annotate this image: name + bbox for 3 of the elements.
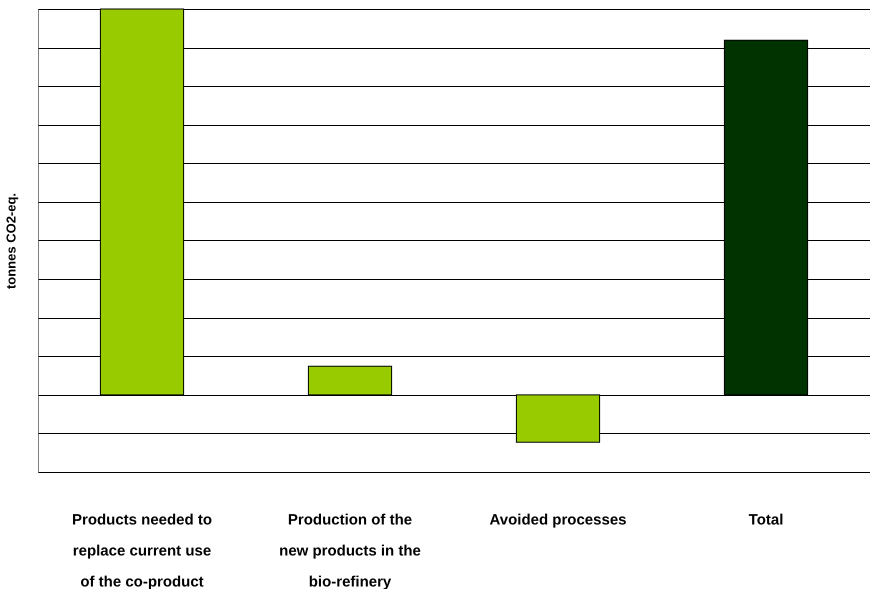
x-tick-label: Total xyxy=(748,512,784,528)
x-tick-label: Avoided processes xyxy=(490,512,626,528)
y-axis-title: tonnes CO2-eq. xyxy=(4,192,18,290)
